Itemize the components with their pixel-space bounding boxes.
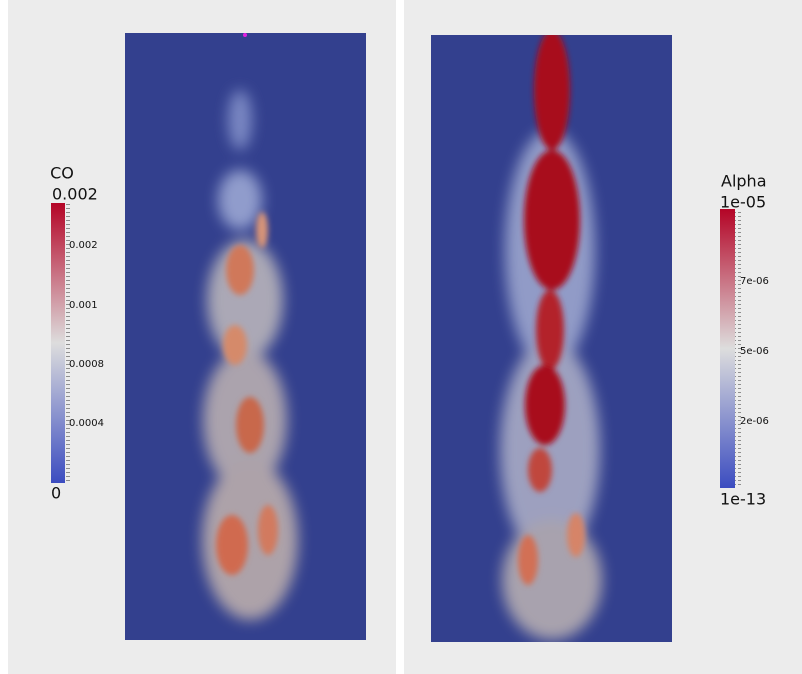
right-render (431, 30, 672, 642)
colorbar-min: 0 (51, 484, 61, 503)
colorbar-max: 0.002 (52, 185, 98, 204)
colorbar-title: Alpha (721, 172, 767, 191)
colorbar-max: 1e-05 (720, 193, 766, 212)
colorbar-tick: 0.0008 (69, 359, 104, 370)
colorbar-tick: 2e-06 (740, 416, 769, 427)
colorbar-title: CO (50, 164, 74, 183)
colorbar-tick: 5e-06 (740, 346, 769, 357)
colorbar-tick: 0.0004 (69, 418, 104, 429)
colorbar-tick: 0.001 (69, 300, 98, 311)
colorbar-tick: 7e-06 (740, 276, 769, 287)
colorbar-min: 1e-13 (720, 490, 766, 509)
colorbar-tick: 0.002 (69, 240, 98, 251)
left-render (125, 33, 366, 640)
screenshot: CO 0.002 0 0.002 0.001 0.0008 0.0004 Alp… (0, 0, 802, 674)
